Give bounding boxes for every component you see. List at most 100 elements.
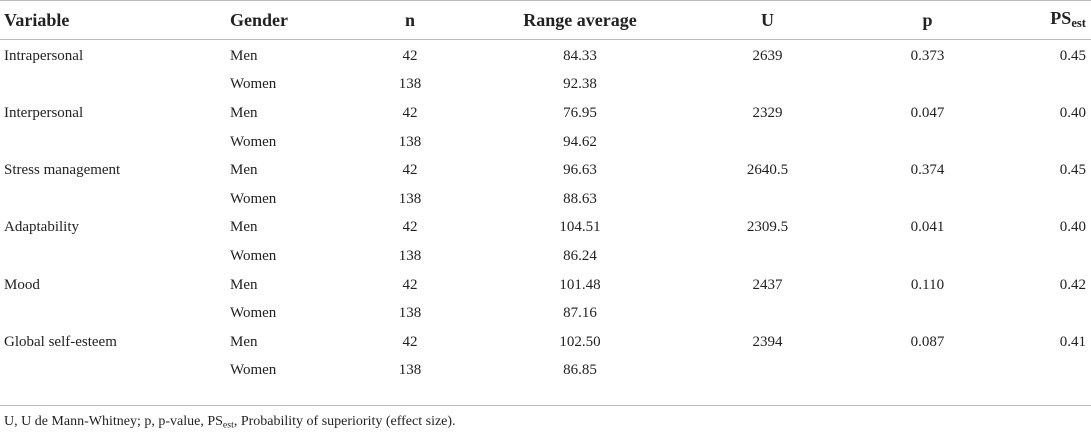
cell-range-average: 92.38 — [563, 76, 597, 93]
cell-u — [680, 71, 855, 100]
table-row: Women 138 86.85 — [0, 357, 1091, 386]
cell-n: 138 — [398, 305, 422, 322]
cell-variable — [0, 128, 230, 157]
table-row: Women 138 88.63 — [0, 185, 1091, 214]
header-p: p — [922, 9, 933, 30]
cell-n: 42 — [402, 276, 418, 293]
cell-ps-est — [1000, 357, 1091, 386]
cell-ps-est — [1000, 71, 1091, 100]
cell-p: 0.374 — [910, 162, 945, 179]
table-body: Intrapersonal Men 42 84.33 2639 0.373 0.45 Wome… — [0, 40, 1091, 386]
cell-range-average: 104.51 — [559, 219, 601, 236]
cell-range-average: 87.16 — [563, 305, 597, 322]
cell-p — [855, 128, 1000, 157]
cell-variable — [0, 242, 230, 271]
cell-range-average: 101.48 — [559, 276, 601, 293]
cell-n: 42 — [402, 219, 418, 236]
table-footnote: U, U de Mann-Whitney; p, p-value, PSest,… — [4, 414, 456, 430]
cell-variable: Stress management — [4, 162, 121, 179]
header-ps-est: PSest — [1000, 1, 1091, 40]
cell-ps-est — [1000, 185, 1091, 214]
cell-u — [680, 242, 855, 271]
cell-range-average: 84.33 — [563, 47, 597, 64]
header-range-average: Range average — [523, 9, 637, 30]
cell-p: 0.041 — [910, 219, 945, 236]
cell-n: 138 — [398, 133, 422, 150]
cell-u — [680, 128, 855, 157]
cell-variable — [0, 357, 230, 386]
cell-u — [680, 299, 855, 328]
cell-ps-est — [1000, 128, 1091, 157]
header-variable: Variable — [4, 9, 70, 30]
cell-ps-est — [1000, 299, 1091, 328]
cell-ps-est: 0.40 — [1059, 104, 1086, 121]
cell-range-average: 86.85 — [563, 362, 597, 379]
cell-p: 0.110 — [910, 276, 945, 293]
cell-gender: Women — [230, 190, 277, 207]
cell-p — [855, 185, 1000, 214]
cell-ps-est: 0.42 — [1059, 276, 1086, 293]
cell-range-average: 94.62 — [563, 133, 597, 150]
cell-n: 42 — [402, 104, 418, 121]
cell-ps-est: 0.40 — [1059, 219, 1086, 236]
cell-gender: Men — [230, 47, 258, 64]
cell-p: 0.087 — [910, 333, 945, 350]
cell-gender: Women — [230, 247, 277, 264]
header-n: n — [404, 9, 415, 30]
results-table: Variable Gender n Range average U p PSes… — [0, 0, 1091, 386]
cell-gender: Women — [230, 362, 277, 379]
footnote-text-2: , Probability of superiority (effect siz… — [233, 414, 456, 429]
table-row: Women 138 94.62 — [0, 128, 1091, 157]
bottom-rule — [0, 405, 1091, 406]
cell-variable: Interpersonal — [4, 104, 84, 121]
table-row: Intrapersonal Men 42 84.33 2639 0.373 0.45 — [0, 40, 1091, 71]
cell-gender: Men — [230, 276, 258, 293]
cell-variable: Mood — [4, 276, 40, 293]
cell-variable — [0, 185, 230, 214]
table-row: Stress management Men 42 96.63 2640.5 0.374 0.… — [0, 156, 1091, 185]
cell-variable: Intrapersonal — [4, 47, 84, 64]
cell-ps-est — [1000, 242, 1091, 271]
cell-p — [855, 357, 1000, 386]
cell-n: 138 — [398, 76, 422, 93]
cell-variable: Global self-esteem — [4, 333, 117, 350]
footnote-sub: est — [222, 419, 234, 431]
cell-u: 2437 — [752, 276, 783, 293]
cell-range-average: 96.63 — [563, 162, 597, 179]
cell-variable: Adaptability — [4, 219, 79, 236]
cell-range-average: 88.63 — [563, 190, 597, 207]
cell-variable — [0, 71, 230, 100]
table-row: Women 138 86.24 — [0, 242, 1091, 271]
cell-u: 2329 — [752, 104, 783, 121]
cell-n: 42 — [402, 333, 418, 350]
cell-n: 138 — [398, 247, 422, 264]
cell-p — [855, 242, 1000, 271]
cell-gender: Women — [230, 305, 277, 322]
cell-range-average: 76.95 — [563, 104, 597, 121]
cell-p — [855, 299, 1000, 328]
table-row: Adaptability Men 42 104.51 2309.5 0.041 0.40 — [0, 214, 1091, 243]
table-row: Women 138 87.16 — [0, 299, 1091, 328]
cell-range-average: 102.50 — [559, 333, 601, 350]
cell-n: 42 — [402, 162, 418, 179]
cell-u — [680, 357, 855, 386]
cell-u: 2394 — [752, 333, 783, 350]
table-row: Women 138 92.38 — [0, 71, 1091, 100]
cell-gender: Women — [230, 76, 277, 93]
footnote-text-1: U, U de Mann-Whitney; p, p-value, PS — [4, 414, 223, 429]
cell-p — [855, 71, 1000, 100]
table-row: Mood Men 42 101.48 2437 0.110 0.42 — [0, 271, 1091, 300]
cell-ps-est: 0.45 — [1059, 162, 1086, 179]
cell-p: 0.373 — [910, 47, 945, 64]
cell-ps-est: 0.45 — [1059, 47, 1086, 64]
table-row: Interpersonal Men 42 76.95 2329 0.047 0.40 — [0, 99, 1091, 128]
cell-gender: Men — [230, 219, 258, 236]
header-gender: Gender — [230, 9, 288, 30]
cell-u: 2639 — [752, 47, 783, 64]
cell-gender: Men — [230, 104, 258, 121]
cell-ps-est: 0.41 — [1059, 333, 1086, 350]
cell-n: 138 — [398, 362, 422, 379]
cell-u — [680, 185, 855, 214]
cell-range-average: 86.24 — [563, 247, 597, 264]
